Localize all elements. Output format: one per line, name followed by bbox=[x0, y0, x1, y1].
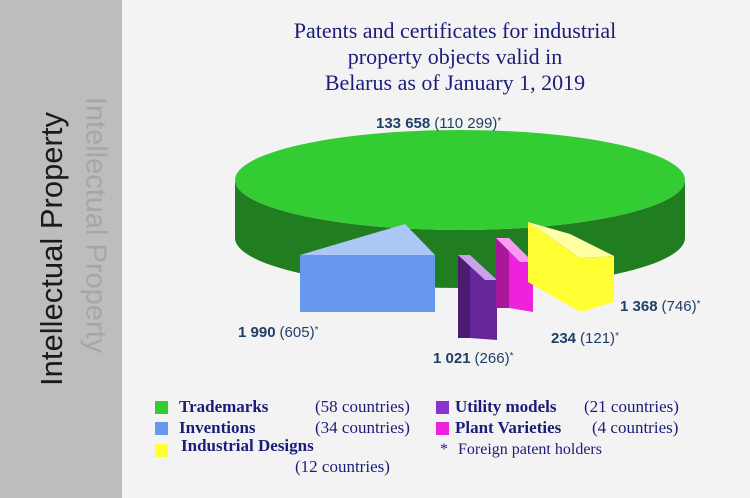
legend-swatch-inventions bbox=[155, 422, 168, 435]
legend-count-inventions: (34 countries) bbox=[315, 418, 410, 437]
footnote: * Foreign patent holders bbox=[440, 441, 602, 459]
legend-count-utility-models: (21 countries) bbox=[584, 397, 679, 416]
slice-industrial-designs-side bbox=[580, 256, 614, 312]
legend-count-industrial-designs: (12 countries) bbox=[295, 457, 390, 476]
legend-swatch-utility-models bbox=[436, 401, 449, 414]
data-label-industrial-designs: 1 368 (746)* bbox=[620, 298, 701, 315]
data-label-value: 234 bbox=[551, 330, 577, 347]
chart-title-line: property objects valid in bbox=[347, 44, 563, 69]
slice-trademarks-top bbox=[235, 130, 685, 230]
data-label-footnote-mark: * bbox=[315, 325, 319, 336]
legend-swatch-plant-varieties bbox=[436, 422, 449, 435]
data-label-value: 1 368 bbox=[620, 298, 658, 315]
legend-count-plant-varieties: (4 countries) bbox=[592, 418, 679, 437]
sidebar: Intellectual Property Intellectual Prope… bbox=[0, 0, 122, 498]
slice-utility-models-front bbox=[458, 255, 470, 338]
data-label-footnote-mark: * bbox=[497, 116, 501, 127]
legend-label-industrial-designs: Industrial Designs bbox=[181, 436, 314, 455]
data-label-foreign: (121) bbox=[580, 330, 615, 347]
data-label-footnote-mark: * bbox=[697, 299, 701, 310]
data-label-value: 133 658 bbox=[376, 115, 430, 132]
legend-label-utility-models: Utility models bbox=[455, 397, 557, 416]
chart-title-line: Belarus as of January 1, 2019 bbox=[324, 70, 586, 95]
legend-label-trademarks: Trademarks bbox=[179, 397, 269, 416]
footnote-text: Foreign patent holders bbox=[458, 441, 602, 458]
legend-label-plant-varieties: Plant Varieties bbox=[455, 418, 562, 437]
legend-count-trademarks: (58 countries) bbox=[315, 397, 410, 416]
data-label-footnote-mark: * bbox=[510, 351, 514, 362]
data-label-value: 1 990 bbox=[238, 324, 276, 341]
footnote-symbol: * bbox=[440, 441, 448, 458]
data-label-foreign: (605) bbox=[280, 324, 315, 341]
data-label-utility-models: 1 021 (266)* bbox=[433, 350, 514, 367]
data-label-footnote-mark: * bbox=[615, 331, 619, 342]
legend-swatch-trademarks bbox=[155, 401, 168, 414]
chart-title-line: Patents and certificates for industrial bbox=[293, 18, 617, 43]
slice-industrial-designs-top bbox=[528, 222, 614, 258]
slice-plant-varieties-front bbox=[496, 238, 509, 308]
slice-inventions-top bbox=[300, 224, 435, 255]
data-label-value: 1 021 bbox=[433, 350, 471, 367]
slice-industrial-designs-front bbox=[528, 222, 580, 312]
legend-swatch-industrial-designs bbox=[155, 444, 168, 457]
data-label-trademarks: 133 658 (110 299)* bbox=[376, 115, 501, 132]
data-label-foreign: (266) bbox=[475, 350, 510, 367]
legend-label-inventions: Inventions bbox=[179, 418, 256, 437]
data-label-foreign: (746) bbox=[662, 298, 697, 315]
slice-plant-varieties-top bbox=[496, 238, 533, 262]
data-label-plant-varieties: 234 (121)* bbox=[551, 330, 619, 347]
slice-inventions-front bbox=[300, 255, 435, 312]
data-label-foreign: (110 299) bbox=[434, 115, 497, 132]
chart-title: Patents and certificates for industrial … bbox=[160, 18, 750, 96]
slice-utility-models-top bbox=[458, 255, 497, 280]
data-label-inventions: 1 990 (605)* bbox=[238, 324, 319, 341]
